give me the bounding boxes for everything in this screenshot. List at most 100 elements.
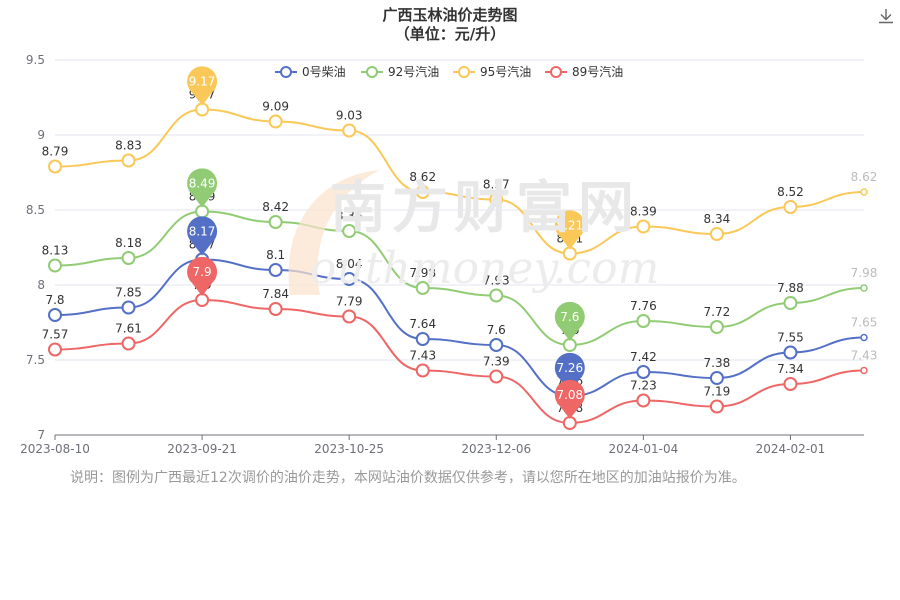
pin-label: 7.26 [556,361,583,375]
data-point [268,263,283,277]
data-point [783,296,798,310]
data-point [48,308,62,322]
legend-marker [280,66,292,78]
pin-shape [187,256,218,296]
x-tick-label: 2024-01-04 [608,442,678,456]
data-point [48,258,62,273]
data-label: 7.19 [704,385,731,399]
y-tick-label: 8.5 [26,203,45,217]
pin-shape [554,210,585,250]
chart-subtitle: （单位：元/升） [395,25,505,43]
series-line-0 [54,258,865,398]
x-tick-label: 2023-10-25 [314,442,384,456]
data-label: 9.03 [336,109,363,123]
data-label: 8.04 [336,257,363,271]
data-point [342,123,357,138]
data-label: 7.23 [630,379,657,393]
data-point [415,185,430,199]
max-pin-1: 8.49 [187,168,218,208]
pin-label: 8.49 [189,177,216,191]
y-tick-label: 9.5 [26,53,45,67]
data-point [415,363,430,378]
data-point [709,227,724,241]
data-label: 7.43 [851,349,878,363]
legend-label: 92号汽油 [388,64,439,79]
data-point [121,153,136,168]
x-tick-label: 2023-12-06 [461,442,531,456]
x-tick-label: 2024-02-01 [756,442,826,456]
data-label: 8.52 [777,185,804,199]
data-label: 7.8 [45,293,64,307]
pin-label: 8.21 [556,219,583,233]
data-label: 7.79 [336,295,363,309]
pin-shape [554,301,585,341]
pin-shape [187,216,218,256]
data-label: 7.76 [630,299,657,313]
data-point [121,251,136,265]
data-point [636,219,651,234]
data-label: 8.39 [630,205,657,219]
data-label: 7.61 [115,322,142,336]
data-point [783,200,798,214]
legend[interactable]: 0号柴油 92号汽油 95号汽油 89号汽油 [275,64,623,79]
legend-marker [550,66,562,78]
data-label: 7.6 [487,323,506,337]
min-pin-3: 7.08 [554,379,585,419]
legend-label: 0号柴油 [302,65,346,79]
data-label: 7.64 [409,317,436,331]
data-label: 8.57 [483,178,510,192]
data-label: 7.65 [851,316,878,330]
data-point [783,345,798,360]
data-point [342,309,357,324]
data-label: 8.83 [115,139,142,153]
legend-item-3[interactable]: 89号汽油 [545,64,623,79]
data-label: 7.57 [42,328,69,342]
legend-marker [458,66,470,78]
data-point [860,366,868,375]
download-icon[interactable] [876,6,896,26]
chart-title: 广西玉林油价走势图 [382,6,517,24]
data-label: 8.34 [704,212,731,226]
legend-label: 89号汽油 [572,64,623,79]
max-pin-3: 7.9 [187,256,218,296]
data-point [709,320,724,334]
pin-label: 7.6 [560,310,579,324]
legend-marker [366,66,378,78]
min-pin-1: 7.6 [554,301,585,341]
y-tick-label: 7.5 [26,353,45,367]
y-tick-label: 7 [37,428,45,442]
legend-item-0[interactable]: 0号柴油 [275,65,346,79]
y-tick-label: 9 [37,128,45,142]
data-label: 7.88 [777,281,804,295]
data-point [342,224,357,238]
data-point [415,281,430,295]
legend-item-1[interactable]: 92号汽油 [361,64,439,79]
data-label: 7.85 [115,286,142,300]
data-label: 8.79 [42,145,69,159]
series-group [48,102,868,430]
max-pin-0: 8.17 [187,216,218,256]
data-label: 7.38 [704,356,731,370]
data-label: 7.55 [777,331,804,345]
data-point [48,342,62,357]
grid [55,59,864,361]
pin-shape [187,168,218,208]
legend-item-2[interactable]: 95号汽油 [453,64,531,79]
data-point [415,332,430,346]
pin-label: 9.17 [189,75,216,89]
legend-label: 95号汽油 [480,64,531,79]
markers: 8.17 7.26 8.49 7.6 9.17 8.21 7.9 7.08 [187,66,585,419]
series-line-2 [54,108,865,255]
min-pin-2: 8.21 [554,210,585,250]
series-line-1 [54,210,865,347]
data-label: 7.93 [483,274,510,288]
data-label: 7.39 [483,355,510,369]
x-tick-label: 2023-09-21 [167,442,237,456]
data-label: 8.42 [262,200,289,214]
chart-note: 说明：图例为广西最近12次调价的油价走势，本网站油价数据仅供参考，请以您所在地区… [70,470,746,486]
axes: 7 7.5 8 8.5 9 9.5 2023-08-10 2023-09-21 2023-10-… [20,53,864,456]
data-label: 7.42 [630,350,657,364]
data-label: 7.98 [851,266,878,280]
data-point [860,333,868,342]
